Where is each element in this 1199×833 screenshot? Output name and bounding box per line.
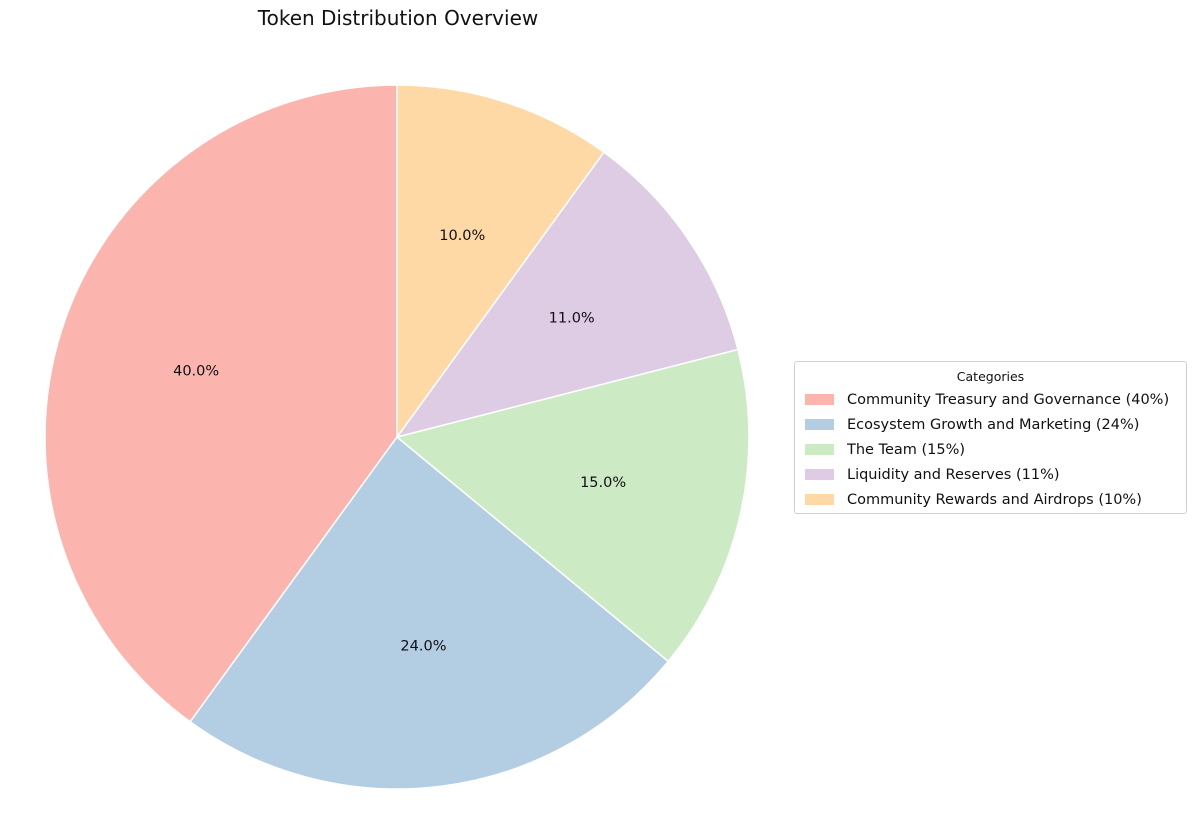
legend-item: Ecosystem Growth and Marketing (24%) [805,412,1176,437]
legend-item: Liquidity and Reserves (11%) [805,462,1176,487]
legend-swatch [805,444,834,455]
legend-label: Community Treasury and Governance (40%) [847,391,1170,408]
legend-title: Categories [956,369,1025,384]
pie-slice [44,84,398,723]
legend-swatch [805,494,834,505]
legend-label: Ecosystem Growth and Marketing (24%) [847,416,1140,433]
slice-percent-label: 11.0% [549,310,595,326]
slice-percent-label: 10.0% [439,228,485,244]
slice-percent-label: 24.0% [400,639,446,655]
pie-slice-labels: 40.0% 24.0% 15.0% 11.0% 10.0% [173,228,626,654]
legend-swatch [805,394,834,405]
legend-items: Community Treasury and Governance (40%) E… [805,387,1176,512]
legend-label: Community Rewards and Airdrops (10%) [847,491,1142,508]
pie-slice [189,436,669,790]
legend-label: The Team (15%) [847,441,966,458]
legend-item: Community Rewards and Airdrops (10%) [805,487,1176,512]
legend-swatch [805,419,834,430]
legend-swatch [805,469,834,480]
pie-slice [396,348,750,663]
legend: Categories Community Treasury and Govern… [794,361,1187,514]
pie-slices [44,84,750,790]
pie-slice [396,151,739,438]
chart-title: Token Distribution Overview [257,6,539,30]
legend-label: Liquidity and Reserves (11%) [847,466,1060,483]
legend-item: The Team (15%) [805,437,1176,462]
slice-percent-label: 15.0% [580,475,626,491]
slice-percent-label: 40.0% [173,364,219,380]
legend-item: Community Treasury and Governance (40%) [805,387,1176,412]
pie-slice [396,84,605,438]
